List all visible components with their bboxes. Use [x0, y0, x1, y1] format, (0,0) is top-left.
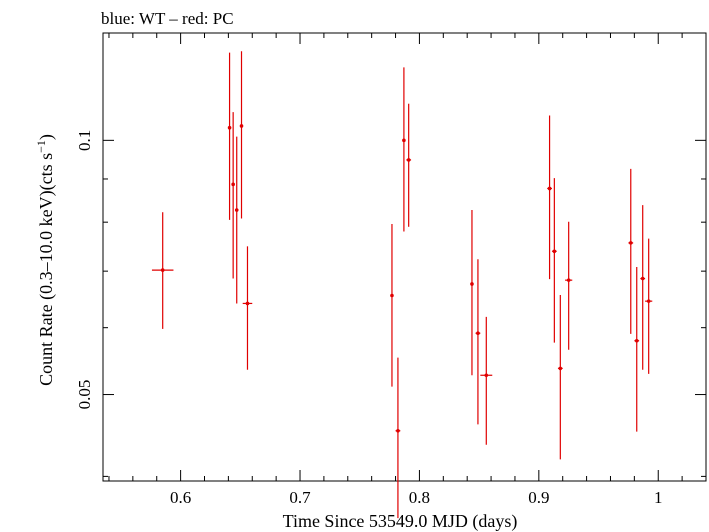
axis-ticks [103, 33, 707, 481]
y-tick-label: 0.1 [75, 130, 94, 151]
point-marker [634, 338, 639, 343]
point-marker [640, 276, 645, 281]
y-axis-label-main: Count Rate (0.3–10.0 keV)(cts s [36, 153, 57, 386]
data-point [406, 103, 412, 227]
data-point [565, 221, 573, 350]
y-axis-label: Count Rate (0.3–10.0 keV)(cts s−1) [34, 134, 57, 386]
x-tick-label: 1 [654, 488, 663, 507]
point-marker [566, 278, 571, 282]
data-point [231, 112, 235, 279]
data-point [551, 178, 557, 343]
data-point [239, 51, 244, 219]
x-tick-label: 0.8 [409, 488, 430, 507]
data-point [227, 52, 232, 220]
data-point [547, 115, 552, 280]
point-marker [646, 299, 651, 303]
data-point [640, 205, 646, 370]
point-marker [628, 241, 633, 245]
data-point [475, 259, 481, 425]
point-marker [406, 158, 411, 162]
point-marker [390, 293, 394, 298]
data-point [645, 238, 653, 374]
data-point [480, 316, 493, 445]
y-axis-label-close: ) [36, 134, 57, 140]
data-points [151, 51, 653, 519]
x-tick-label: 0.9 [528, 488, 549, 507]
data-point [634, 266, 640, 432]
y-tick-label: 0.05 [75, 380, 94, 410]
data-point [470, 210, 474, 376]
point-marker [239, 124, 244, 128]
data-point [242, 246, 253, 370]
x-tick-label: 0.6 [170, 488, 191, 507]
x-tick-labels: 0.6 0.7 0.8 0.9 1 [170, 488, 662, 507]
point-marker [160, 268, 165, 272]
data-point [395, 357, 401, 519]
point-marker [547, 186, 552, 191]
chart-title: blue: WT – red: PC [101, 9, 234, 28]
point-marker [470, 282, 474, 286]
point-marker [402, 138, 406, 143]
point-marker [227, 125, 232, 130]
plot-frame [102, 32, 707, 482]
data-point [234, 136, 239, 304]
data-point [151, 212, 174, 329]
y-axis-label-superscript: −1 [34, 140, 48, 153]
y-tick-labels: 0.05 0.1 [75, 130, 94, 410]
point-marker [231, 182, 235, 187]
point-marker [558, 366, 563, 371]
data-point [402, 67, 406, 232]
point-marker [484, 373, 489, 378]
point-marker [552, 249, 557, 254]
x-tick-label: 0.7 [289, 488, 311, 507]
point-marker [234, 208, 239, 212]
point-marker [476, 331, 480, 336]
x-axis-label: Time Since 53549.0 MJD (days) [283, 511, 518, 532]
data-point [628, 168, 634, 334]
point-marker [245, 301, 250, 306]
point-marker [396, 428, 400, 433]
data-point [557, 294, 563, 460]
data-point [390, 224, 394, 387]
